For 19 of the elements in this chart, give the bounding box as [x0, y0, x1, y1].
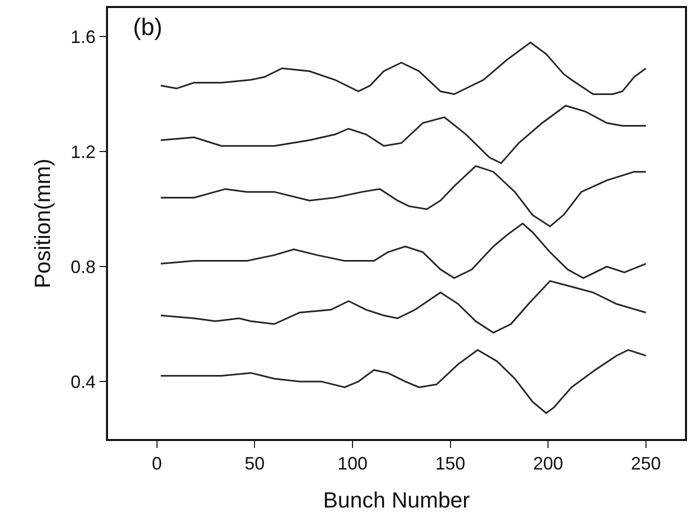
line-series — [160, 165, 647, 228]
x-tick-label: 0 — [152, 453, 162, 474]
x-tick-label: 50 — [244, 453, 265, 474]
y-tick-label: 0.8 — [70, 256, 96, 277]
line-series — [160, 349, 647, 414]
line-series — [160, 280, 647, 334]
line-series — [160, 42, 647, 95]
x-axis-title: Bunch Number — [323, 488, 470, 513]
x-tick-label: 200 — [533, 453, 564, 474]
annotation: (b) — [133, 14, 162, 41]
y-tick-label: 1.6 — [70, 27, 96, 48]
line-series — [160, 104, 647, 164]
x-tick-label: 150 — [435, 453, 466, 474]
x-tick-label: 250 — [630, 453, 661, 474]
y-tick-label: 1.2 — [70, 142, 96, 162]
line-series — [160, 222, 647, 279]
x-tick-label: 100 — [337, 453, 368, 474]
y-tick-label: 0.4 — [70, 372, 96, 392]
y-axis-title: Position(mm) — [30, 158, 55, 288]
